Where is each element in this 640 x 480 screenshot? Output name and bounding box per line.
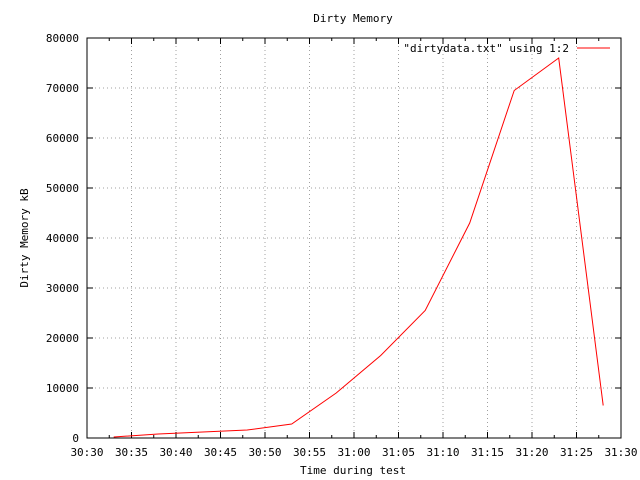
- y-tick-label: 60000: [46, 132, 79, 145]
- ticks: 0 10000 20000 30000 40000 50000 60000 70000 8000…: [46, 32, 638, 459]
- series-layer: [113, 57, 604, 438]
- y-tick-label: 10000: [46, 382, 79, 395]
- x-tick-label: 31:00: [337, 446, 370, 459]
- x-tick-label: 31:15: [471, 446, 504, 459]
- x-tick-label: 30:50: [248, 446, 281, 459]
- x-tick-label: 31:20: [515, 446, 548, 459]
- y-axis-label: Dirty Memory kB: [18, 188, 31, 288]
- grid: [87, 38, 621, 438]
- x-tick-label: 31:10: [426, 446, 459, 459]
- y-tick-label: 0: [72, 432, 79, 445]
- x-tick-label: 30:35: [115, 446, 148, 459]
- x-tick-label: 31:05: [382, 446, 415, 459]
- y-tick-label: 40000: [46, 232, 79, 245]
- x-tick-label: 30:30: [70, 446, 103, 459]
- y-tick-label: 80000: [46, 32, 79, 45]
- plot-frame: [86, 37, 622, 439]
- legend: "dirtydata.txt" using 1:2: [403, 42, 610, 55]
- series-line: [113, 57, 604, 438]
- x-tick-label: 30:55: [293, 446, 326, 459]
- y-tick-label: 20000: [46, 332, 79, 345]
- x-axis-label: Time during test: [300, 464, 406, 477]
- chart-title: Dirty Memory: [313, 12, 393, 25]
- x-tick-label: 31:25: [560, 446, 593, 459]
- legend-label: "dirtydata.txt" using 1:2: [403, 42, 569, 55]
- y-tick-label: 70000: [46, 82, 79, 95]
- x-tick-label: 30:45: [204, 446, 237, 459]
- y-tick-label: 30000: [46, 282, 79, 295]
- x-tick-label: 31:30: [604, 446, 637, 459]
- x-tick-label: 30:40: [159, 446, 192, 459]
- y-tick-label: 50000: [46, 182, 79, 195]
